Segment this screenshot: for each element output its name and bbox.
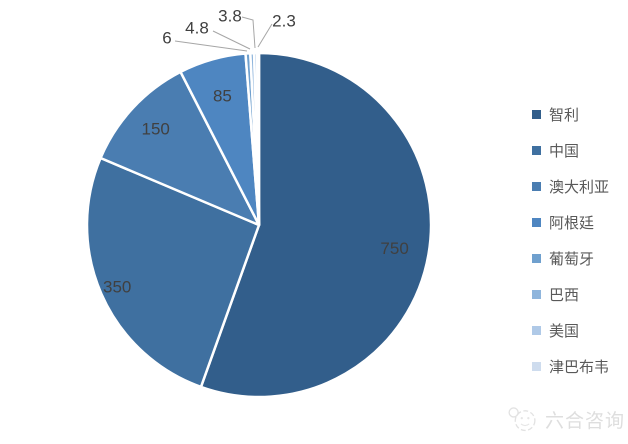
legend-item-巴西: 巴西 xyxy=(532,276,624,312)
leader-line-巴西 xyxy=(212,30,251,50)
pie-slice-澳大利亚 xyxy=(99,70,261,227)
legend-label: 津巴布韦 xyxy=(549,358,610,376)
legend-label: 阿根廷 xyxy=(549,214,595,232)
legend-label: 中国 xyxy=(549,142,580,160)
data-label-美国: 3.8 xyxy=(218,7,242,26)
pie-slice-智利 xyxy=(199,51,433,399)
legend-label: 巴西 xyxy=(549,286,580,304)
legend-item-智利: 智利 xyxy=(532,96,624,132)
legend-item-葡萄牙: 葡萄牙 xyxy=(532,240,624,276)
legend-swatch xyxy=(532,325,541,335)
pie-slice-津巴布韦 xyxy=(255,51,261,227)
legend-swatch xyxy=(532,145,541,155)
brand-name: 六合咨询 xyxy=(544,410,625,432)
data-label-葡萄牙: 6 xyxy=(162,29,171,48)
legend-swatch xyxy=(532,217,541,227)
liuhe-logo-icon xyxy=(508,407,536,432)
pie-slice-中国 xyxy=(85,156,261,389)
data-label-津巴布韦: 2.3 xyxy=(272,12,296,31)
legend: 智利中国澳大利亚阿根廷葡萄牙巴西美国津巴布韦 xyxy=(532,96,624,384)
legend-item-阿根廷: 阿根廷 xyxy=(532,204,624,240)
legend-item-美国: 美国 xyxy=(532,312,624,348)
legend-label: 智利 xyxy=(549,106,580,124)
legend-label: 葡萄牙 xyxy=(549,250,595,268)
legend-swatch xyxy=(532,109,541,119)
legend-swatch xyxy=(532,289,541,299)
data-label-巴西: 4.8 xyxy=(185,19,209,38)
legend-swatch xyxy=(532,181,541,191)
legend-swatch xyxy=(532,253,541,263)
legend-label: 美国 xyxy=(549,322,580,340)
data-label-中国: 350 xyxy=(103,278,131,297)
legend-item-澳大利亚: 澳大利亚 xyxy=(532,168,624,204)
legend-item-津巴布韦: 津巴布韦 xyxy=(532,348,624,384)
legend-label: 澳大利亚 xyxy=(549,178,610,196)
leader-line-美国 xyxy=(241,16,256,49)
data-label-阿根廷: 85 xyxy=(213,86,232,105)
legend-item-中国: 中国 xyxy=(532,132,624,168)
brand-watermark: 六合咨询 xyxy=(503,400,625,438)
data-label-澳大利亚: 150 xyxy=(142,120,170,139)
leader-line-津巴布韦 xyxy=(257,23,273,48)
legend-swatch xyxy=(532,361,541,371)
leader-line-葡萄牙 xyxy=(174,40,248,52)
data-label-智利: 750 xyxy=(380,239,408,258)
